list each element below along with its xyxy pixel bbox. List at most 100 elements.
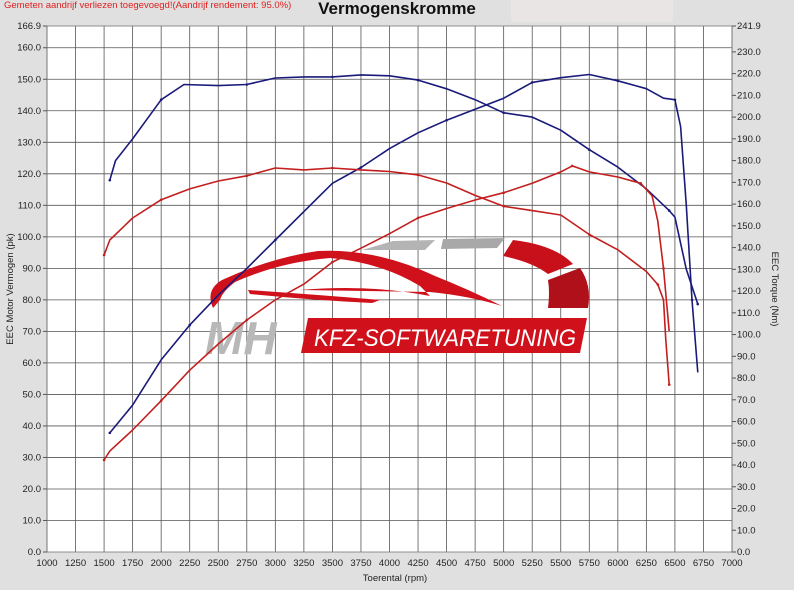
x-tick-label: 1000: [36, 558, 57, 569]
data-point: [416, 78, 420, 82]
y-right-tick-label: 100.0: [737, 330, 761, 341]
x-tick-label: 2500: [208, 558, 229, 569]
y-tick-label: 140.0: [17, 106, 41, 117]
data-point: [188, 323, 192, 327]
x-tick-label: 3750: [350, 558, 371, 569]
x-tick-label: 5000: [493, 558, 514, 569]
blank-panel: [511, 0, 673, 22]
data-point: [445, 118, 448, 122]
x-tick-label: 4250: [407, 558, 428, 569]
data-point: [416, 216, 420, 220]
watermark-logo: MH KFZ-SOFTWARETUNING: [205, 238, 589, 364]
y-right-tick-label: 140.0: [737, 243, 761, 254]
x-tick-label: 4000: [379, 558, 400, 569]
data-point: [102, 253, 106, 257]
y-tick-label: 150.0: [17, 74, 41, 85]
logo-text: KFZ-SOFTWARETUNING: [314, 325, 576, 352]
y-right-tick-label: 90.0: [737, 351, 756, 362]
y-right-tick-label: 0.0: [737, 547, 750, 558]
x-tick-label: 7000: [721, 558, 742, 569]
y-axis-label-left: EEC Motor Vermogen (pk): [5, 233, 16, 344]
speedo-red-arc: [548, 268, 589, 308]
data-point: [274, 238, 277, 242]
y-tick-label: 0.0: [28, 547, 41, 558]
speedo-gray-dash: [441, 238, 505, 249]
x-tick-label: 2000: [151, 558, 172, 569]
chart-title: Vermogenskromme: [318, 0, 476, 18]
data-point: [331, 166, 334, 170]
data-point: [159, 98, 163, 102]
x-tick-label: 1750: [122, 558, 143, 569]
y-right-tick-label: 130.0: [737, 264, 761, 275]
series-line-stock-power: [103, 165, 670, 461]
y-tick-label: 166.9: [17, 21, 41, 32]
y-tick-label: 120.0: [17, 169, 41, 180]
data-point: [570, 164, 574, 168]
data-point: [108, 178, 112, 182]
y-right-tick-label: 150.0: [737, 221, 761, 232]
y-tick-label: 80.0: [23, 295, 42, 306]
y-right-tick-label: 230.0: [737, 47, 761, 58]
data-point: [673, 98, 677, 102]
x-tick-label: 5500: [550, 558, 571, 569]
logo-mh: MH: [205, 312, 277, 364]
y-right-tick-label: 80.0: [737, 373, 756, 384]
data-point: [656, 283, 660, 286]
y-right-tick-label: 200.0: [737, 112, 761, 123]
data-point: [502, 191, 505, 195]
x-tick-label: 6750: [693, 558, 714, 569]
data-point: [331, 260, 334, 264]
data-point: [359, 166, 363, 169]
data-point: [639, 181, 642, 185]
drive-loss-warning: Gemeten aandrijf verliezen toegevoegd!(A…: [4, 0, 292, 11]
logo-banner: [301, 318, 587, 353]
x-tick-label: 5250: [522, 558, 543, 569]
x-tick-label: 6500: [664, 558, 685, 569]
y-right-tick-label: 10.0: [737, 525, 756, 536]
x-tick-label: 6250: [636, 558, 657, 569]
data-point: [616, 79, 620, 83]
y-right-tick-label: 60.0: [737, 417, 756, 428]
y-tick-label: 160.0: [17, 43, 41, 54]
y-tick-label: 90.0: [23, 263, 42, 274]
y-right-tick-label: 50.0: [737, 438, 756, 449]
y-tick-label: 40.0: [23, 421, 42, 432]
data-point: [502, 204, 505, 208]
data-point: [416, 173, 420, 177]
car-swoosh: [210, 250, 502, 308]
y-right-tick-label: 40.0: [737, 460, 756, 471]
data-point: [245, 174, 249, 178]
x-tick-label: 1250: [65, 558, 86, 569]
x-tick-label: 2750: [236, 558, 257, 569]
data-point: [159, 198, 163, 202]
y-tick-label: 10.0: [23, 515, 42, 526]
x-tick-label: 1500: [94, 558, 115, 569]
data-point: [530, 81, 534, 84]
data-point: [502, 111, 505, 115]
data-point: [667, 209, 671, 212]
data-point: [102, 458, 106, 462]
x-tick-label: 4500: [436, 558, 457, 569]
y-right-tick-label: 30.0: [737, 482, 756, 493]
y-tick-label: 50.0: [23, 389, 42, 400]
y-tick-label: 100.0: [17, 232, 41, 243]
data-point: [159, 399, 163, 403]
y-right-tick-label: 70.0: [737, 395, 756, 406]
y-axis-label-right: EEC Torque (Nm): [769, 252, 780, 327]
x-tick-label: 2250: [179, 558, 200, 569]
car-swoosh: [248, 290, 380, 303]
data-point: [696, 302, 700, 306]
data-point: [245, 318, 249, 322]
data-point: [108, 431, 112, 435]
y-right-tick-label: 190.0: [737, 134, 761, 145]
x-tick-label: 3000: [265, 558, 286, 569]
x-tick-label: 3250: [293, 558, 314, 569]
y-tick-label: 110.0: [18, 200, 41, 211]
x-tick-label: 4750: [465, 558, 486, 569]
speedo-red-arc: [503, 240, 573, 274]
y-right-tick-label: 160.0: [737, 199, 761, 210]
data-point: [331, 75, 334, 79]
data-point: [245, 83, 249, 86]
y-right-tick-label: 210.0: [737, 90, 761, 101]
